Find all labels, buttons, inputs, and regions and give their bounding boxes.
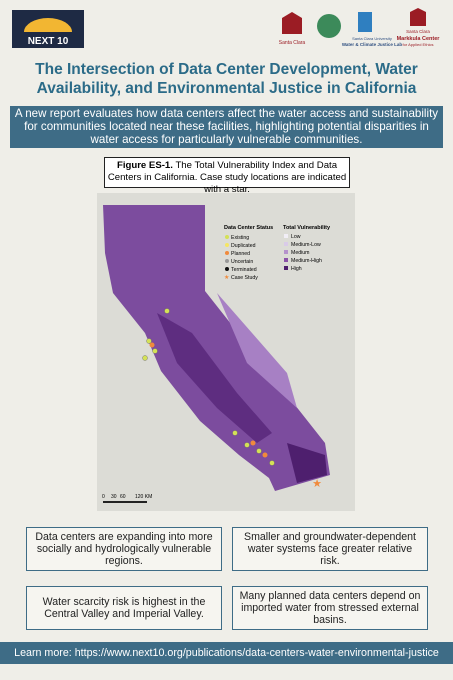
partner: Santa Clara bbox=[279, 40, 306, 46]
partner: Markkula Center bbox=[397, 36, 441, 42]
partner-icon bbox=[317, 14, 341, 38]
california bbox=[103, 205, 330, 491]
legend-vulnerability: Low Medium-Low Medium Medium-High High bbox=[284, 234, 322, 272]
sun bbox=[24, 18, 72, 32]
svg-text:★: ★ bbox=[224, 274, 229, 281]
legend-item: Planned bbox=[231, 251, 250, 257]
figure-caption: Figure ES-1. The Total Vulnerability Ind… bbox=[104, 157, 350, 195]
dot-group bbox=[149, 342, 268, 458]
scale-label: 30 bbox=[111, 494, 117, 500]
map: ★ Data Center Status Total Vulnerability… bbox=[97, 193, 355, 511]
finding: Water scarcity risk is highest in the Ce… bbox=[26, 586, 222, 630]
logo-text: NEXT 10 bbox=[28, 36, 69, 47]
legend-item: Terminated bbox=[231, 267, 257, 273]
caption-text: The Total Vulnerability Index and Data C… bbox=[107, 160, 347, 195]
markkula-icon bbox=[410, 8, 426, 26]
legend-bg bbox=[221, 221, 331, 291]
legend-item: Medium-High bbox=[291, 258, 322, 264]
finding: Data centers are expanding into more soc… bbox=[26, 527, 222, 571]
scale-label: 120 KM bbox=[135, 494, 152, 500]
legend-item: Existing bbox=[231, 235, 249, 241]
legend-item: High bbox=[291, 266, 302, 272]
finding: Many planned data centers depend on impo… bbox=[232, 586, 428, 630]
partner: Santa Clara bbox=[406, 29, 430, 34]
header-logos: NEXT 10 Santa Clara Santa Clara Universi… bbox=[12, 8, 441, 48]
dot-group bbox=[142, 308, 275, 466]
star: ★ bbox=[312, 478, 322, 490]
scale-label: 0 bbox=[102, 494, 105, 500]
partner: Water & Climate Justice Lab bbox=[342, 42, 403, 47]
subtitle: A new report evaluates how data centers … bbox=[10, 106, 443, 148]
region-high bbox=[287, 443, 327, 483]
legend-item: Uncertain bbox=[231, 259, 253, 265]
scu-icon bbox=[282, 12, 302, 34]
footer-link[interactable]: Learn more: https://www.next10.org/publi… bbox=[0, 642, 453, 664]
legend-title: Data Center Status bbox=[224, 225, 273, 231]
legend-title: Total Vulnerability bbox=[283, 225, 331, 231]
legend-status: Existing Duplicated Planned Uncertain Te… bbox=[224, 235, 258, 281]
region-medium bbox=[217, 293, 297, 408]
region-high bbox=[157, 313, 272, 443]
partner-icon bbox=[358, 12, 372, 32]
figure-label: Figure ES-1. bbox=[116, 160, 173, 171]
finding: Smaller and groundwater-dependent water … bbox=[232, 527, 428, 571]
legend-item: Duplicated bbox=[231, 243, 256, 249]
scale-bar: 0 30 60 120 KM bbox=[102, 494, 152, 503]
title: The Intersection of Data Center Developm… bbox=[35, 61, 418, 97]
scale-label: 60 bbox=[120, 494, 126, 500]
legend-item: Medium bbox=[291, 250, 309, 256]
legend-item: Low bbox=[291, 234, 301, 240]
legend-item: Medium-Low bbox=[291, 242, 321, 248]
legend-item: Case Study bbox=[231, 275, 258, 281]
partner: for Applied Ethics bbox=[403, 42, 434, 47]
partner: Santa Clara University bbox=[352, 36, 392, 41]
